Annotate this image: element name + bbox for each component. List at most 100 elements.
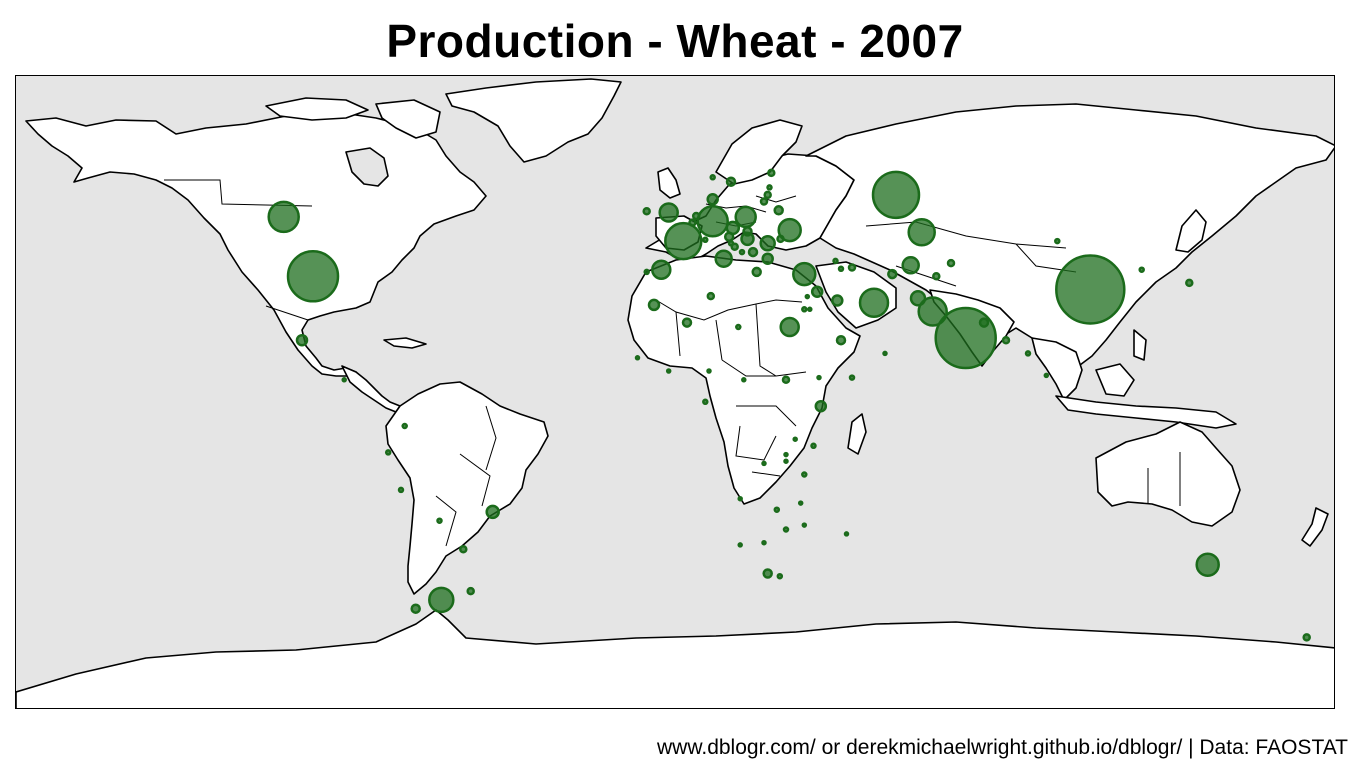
bubble-finland <box>767 168 776 178</box>
bubble-myanmar <box>1024 350 1032 357</box>
bubble-malawi <box>797 500 804 506</box>
bubble-lesotho <box>776 572 784 580</box>
bubble-switzerland <box>702 236 709 244</box>
bubble-argentina <box>428 586 455 614</box>
bubble-china <box>1055 254 1126 325</box>
world-map <box>16 78 1334 708</box>
bubble-turkey <box>792 261 817 287</box>
bubble-zimbabwe <box>782 526 790 533</box>
bubble-spain <box>651 259 672 280</box>
scandinavia-shape <box>715 119 803 185</box>
bubble-tajikistan <box>932 272 941 281</box>
bubble-austria <box>723 231 735 242</box>
hudson-bay-shape <box>345 147 389 187</box>
bubble-niger <box>706 368 712 374</box>
bubble-japan <box>1185 278 1194 288</box>
bubble-afghanistan <box>909 290 927 307</box>
bubble-morocco <box>647 298 661 312</box>
bubble-uganda <box>792 436 798 442</box>
bubble-belgium <box>688 218 697 227</box>
bubble-mexico <box>295 333 309 347</box>
source-caption: www.dblogr.com/ or derekmichaelwright.gi… <box>657 736 1348 759</box>
bubble-israel <box>801 306 808 313</box>
bubble-jordan <box>807 306 813 313</box>
bubble-rwanda <box>783 451 789 458</box>
borneo-shape <box>1095 363 1135 397</box>
bubble-north-korea <box>1138 266 1145 273</box>
bubble-netherlands <box>691 211 701 221</box>
bubble-iran <box>858 287 890 318</box>
bubble-pakistan <box>917 296 948 327</box>
bubble-slovakia <box>742 226 753 237</box>
new-zealand-shape <box>1301 507 1329 547</box>
north-america-shape <box>25 111 487 381</box>
japan-shape <box>1175 209 1207 253</box>
bubble-russia <box>871 170 921 220</box>
bubble-latvia <box>763 190 772 200</box>
arctic-islands-shape <box>265 97 369 121</box>
bubble-madagascar <box>843 531 850 537</box>
bubble-moldova <box>776 234 785 244</box>
greenland-shape <box>445 78 622 163</box>
bubble-estonia <box>766 184 773 191</box>
bubble-yemen <box>848 374 856 381</box>
philippines-shape <box>1133 329 1147 361</box>
bubble-ukraine <box>777 217 802 243</box>
bubble-bosnia <box>738 248 746 256</box>
baffin-island-shape <box>375 99 441 139</box>
bubble-egypt <box>779 316 800 338</box>
world-map-panel <box>15 75 1335 709</box>
australia-shape <box>1095 421 1241 527</box>
south-america-shape <box>385 381 549 595</box>
bubble-thailand <box>1043 372 1050 379</box>
bubble-south-africa <box>762 568 773 579</box>
bubble-guatemala <box>341 377 347 383</box>
bubble-ecuador <box>384 449 392 456</box>
bubble-botswana <box>761 539 767 546</box>
bubble-usa <box>286 250 340 303</box>
bubble-peru <box>397 486 405 494</box>
bubble-uruguay <box>466 586 475 596</box>
bubble-bulgaria <box>761 252 774 265</box>
bubble-lebanon <box>804 293 811 300</box>
bubble-libya <box>735 323 742 331</box>
bubble-bangladesh <box>1001 335 1011 345</box>
bubble-chad <box>741 377 747 383</box>
bubble-paraguay <box>459 545 468 554</box>
cuba-shape <box>383 337 427 349</box>
bubble-georgia <box>832 257 839 265</box>
bubble-nigeria <box>702 398 709 406</box>
bubble-lithuania <box>759 197 769 206</box>
bubble-nepal <box>978 317 990 328</box>
bubble-france <box>664 221 703 261</box>
bubble-mozambique <box>801 522 808 528</box>
indonesia-shape <box>1055 395 1237 429</box>
bubble-algeria <box>681 317 693 328</box>
bubble-portugal <box>643 268 650 276</box>
production-bubbles <box>267 168 1311 642</box>
bubble-mali <box>665 368 672 374</box>
bubble-uzbekistan <box>901 256 920 275</box>
bubble-mauritania <box>634 355 641 361</box>
bubble-germany <box>696 205 729 238</box>
bubble-denmark <box>706 193 719 206</box>
central-america-shape <box>341 365 401 413</box>
bubble-turkmenistan <box>887 268 898 280</box>
bubble-tanzania <box>801 471 808 478</box>
bubble-brazil <box>485 504 500 520</box>
bubble-namibia <box>737 542 743 548</box>
bubble-slovenia <box>727 240 735 247</box>
bubble-kyrgyzstan <box>946 258 956 268</box>
bubble-romania <box>759 235 776 252</box>
bubble-colombia <box>401 422 408 430</box>
bubble-oman <box>882 350 888 357</box>
bubble-greece <box>751 266 762 278</box>
bubble-mongolia <box>1054 237 1061 245</box>
bubble-canada <box>267 200 300 234</box>
bubble-australia <box>1195 552 1220 577</box>
bubble-burundi <box>783 458 789 464</box>
madagascar-shape <box>847 413 867 455</box>
bubble-syria <box>810 285 824 298</box>
bubble-ireland <box>642 206 651 216</box>
bubble-united-kingdom <box>658 202 679 223</box>
